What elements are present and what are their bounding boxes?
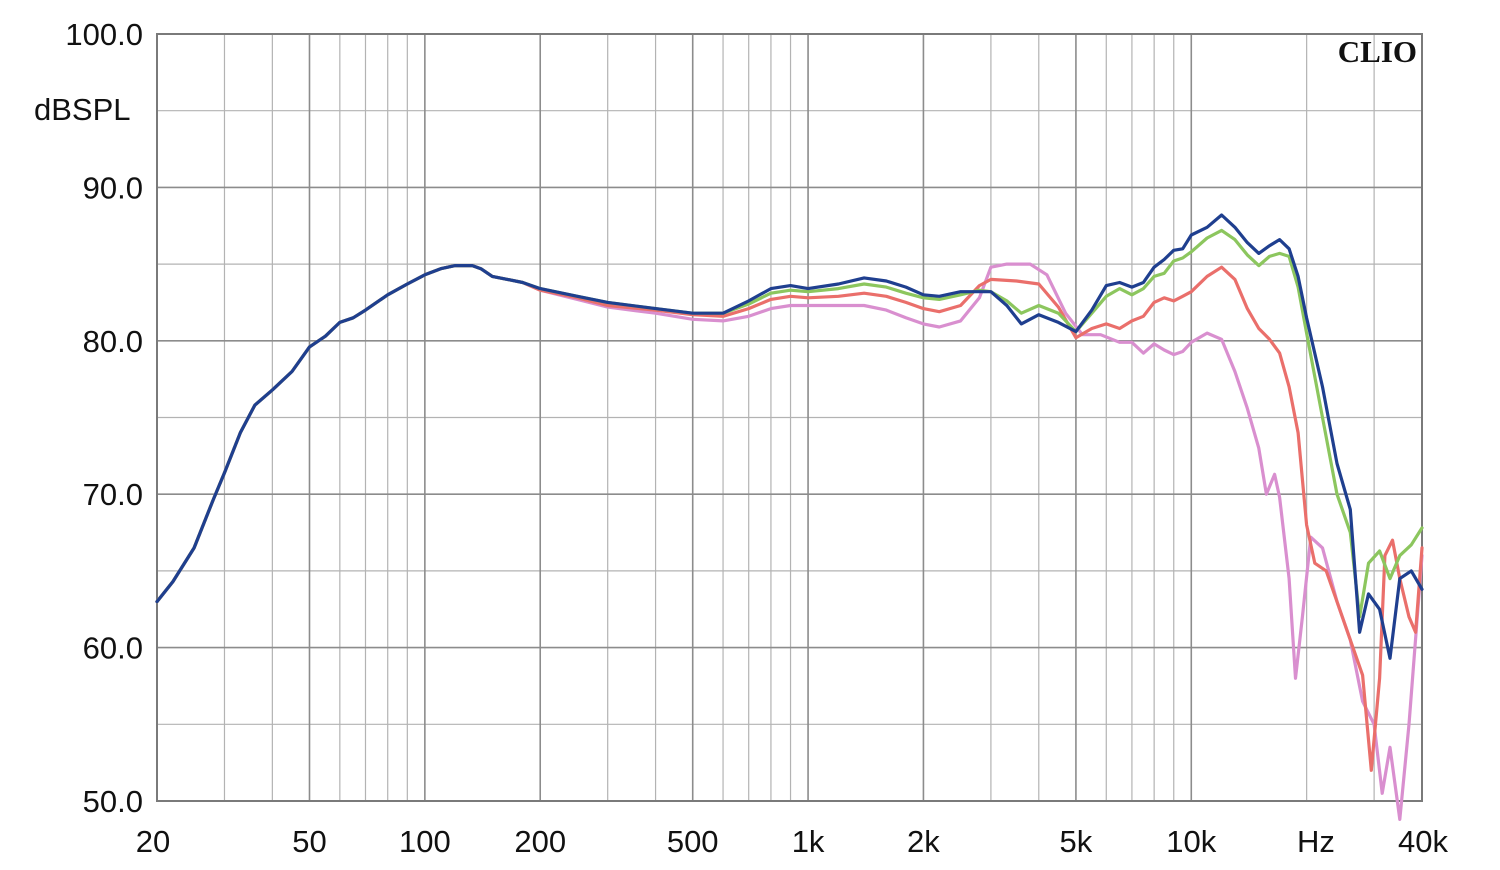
y-axis-unit-label: dBSPL (34, 92, 131, 127)
y-tick-label: 60.0 (83, 631, 143, 666)
y-tick-label: 70.0 (83, 477, 143, 512)
series-line-4 (155, 213, 1424, 660)
x-axis-unit-label: Hz (1297, 824, 1335, 859)
grid-minor (157, 34, 1422, 801)
x-tick-labels: 20 50 100 200 500 1k 2k 5k 10k 40k (136, 824, 1449, 859)
x-tick-label: 5k (1060, 824, 1093, 859)
x-tick-label: 50 (292, 824, 326, 859)
plot-frame (156, 33, 1423, 802)
y-tick-labels: 100.0 90.0 80.0 70.0 60.0 50.0 (65, 17, 143, 819)
clio-brand-logo: CLIO (1338, 34, 1417, 69)
x-tick-label: 1k (792, 824, 825, 859)
x-tick-label: 500 (667, 824, 719, 859)
y-tick-label: 90.0 (83, 170, 143, 205)
x-tick-label: 10k (1166, 824, 1216, 859)
x-tick-label: 40k (1398, 824, 1448, 859)
x-tick-label: 2k (907, 824, 940, 859)
y-tick-label: 50.0 (83, 784, 143, 819)
x-tick-label: 200 (514, 824, 566, 859)
series-layer (155, 213, 1424, 821)
y-tick-label: 80.0 (83, 324, 143, 359)
x-tick-label: 100 (399, 824, 451, 859)
grid-major (157, 34, 1422, 801)
y-tick-label: 100.0 (65, 17, 143, 52)
x-tick-label: 20 (136, 824, 170, 859)
